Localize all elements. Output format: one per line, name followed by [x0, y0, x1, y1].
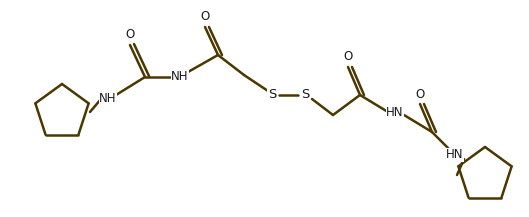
- Text: NH: NH: [171, 71, 189, 84]
- Text: NH: NH: [99, 92, 117, 105]
- Text: O: O: [343, 51, 353, 64]
- Text: O: O: [200, 10, 209, 23]
- Text: S: S: [301, 89, 309, 102]
- Text: HN: HN: [386, 105, 404, 118]
- Text: S: S: [268, 89, 276, 102]
- Text: HN: HN: [446, 148, 464, 161]
- Text: O: O: [415, 87, 425, 100]
- Text: O: O: [125, 28, 134, 41]
